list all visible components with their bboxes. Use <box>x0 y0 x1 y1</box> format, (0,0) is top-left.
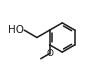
Text: HO: HO <box>7 25 24 35</box>
Text: O: O <box>46 49 53 58</box>
